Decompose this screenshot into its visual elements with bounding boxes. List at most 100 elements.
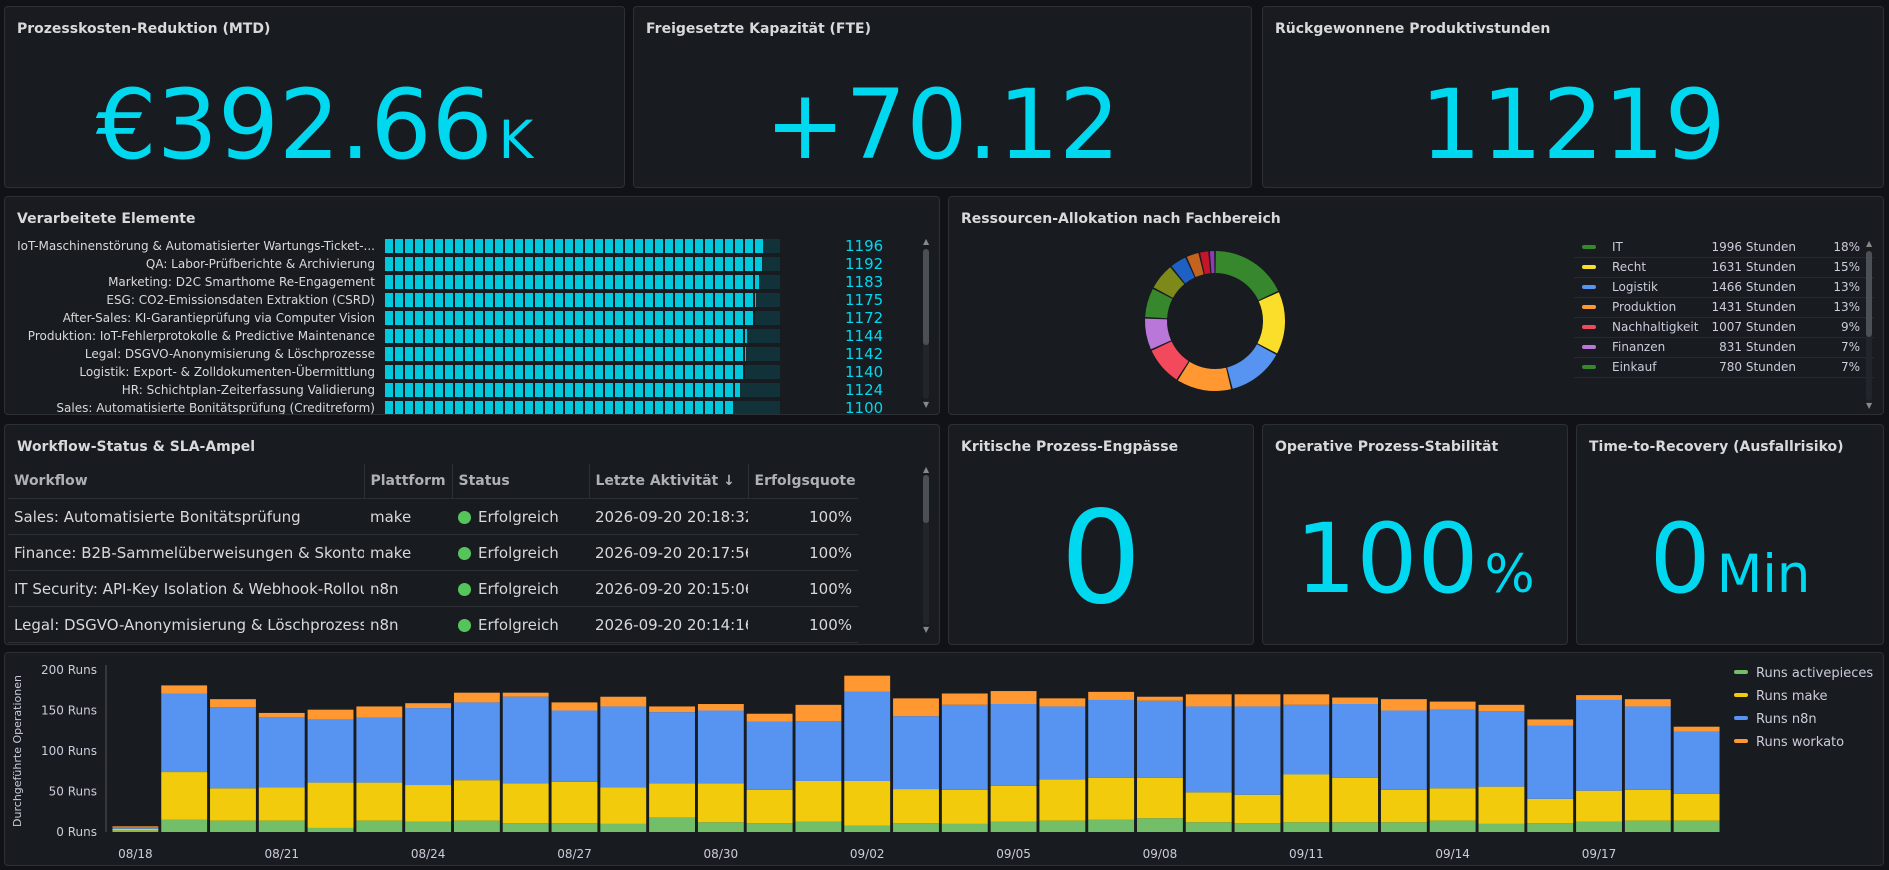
legend-item-n8n[interactable]: Runs n8n [1734,712,1817,727]
bar-segment[interactable] [1429,820,1476,832]
bar-segment[interactable] [844,825,891,832]
bar-segment[interactable] [600,706,647,788]
donut-slice[interactable] [1151,341,1189,380]
scrollbar[interactable] [923,249,929,399]
table-row[interactable]: Sales: Automatisierte Bonitätsprüfung ma… [8,498,858,535]
bar-segment[interactable] [1039,706,1086,780]
bar-segment[interactable] [1283,694,1330,705]
donut-slice[interactable] [1177,361,1232,391]
bar-segment[interactable] [1673,793,1720,821]
bar-segment[interactable] [1332,777,1379,823]
bar-segment[interactable] [1380,789,1427,823]
bar-segment[interactable] [1576,821,1622,832]
bar-segment[interactable] [746,713,793,722]
bar-segment[interactable] [893,698,939,717]
bar-segment[interactable] [356,717,403,783]
bar-segment[interactable] [405,785,452,822]
bar-segment[interactable] [1380,822,1427,832]
bar-segment[interactable] [1624,699,1671,707]
bar-segment[interactable] [990,691,1037,705]
bar-segment[interactable] [795,821,842,832]
bar-segment[interactable] [893,716,939,790]
scroll-up-icon[interactable]: ▲ [923,465,930,474]
bar-segment[interactable] [941,789,988,824]
bar-segment[interactable] [551,823,598,832]
bar-segment[interactable] [649,817,695,832]
bar-segment[interactable] [307,719,354,783]
bar-segment[interactable] [551,702,598,711]
bar-segment[interactable] [1527,719,1574,726]
bar-segment[interactable] [1429,701,1476,710]
scroll-up-icon[interactable]: ▲ [923,237,930,246]
donut-slice[interactable] [1227,344,1277,389]
bar-segment[interactable] [697,783,744,823]
bar-segment[interactable] [746,789,793,824]
bar-segment[interactable] [600,787,647,824]
donut-slice[interactable] [1209,251,1215,274]
legend-row[interactable]: Einkauf 780 Stunden 7% [1574,357,1874,378]
bar-segment[interactable] [1185,822,1232,832]
bar-segment[interactable] [356,706,403,718]
bar-segment[interactable] [795,704,842,722]
bar-segment[interactable] [1234,694,1281,707]
bar-segment[interactable] [746,823,793,832]
bar-segment[interactable] [1332,697,1379,705]
scroll-down-icon[interactable]: ▼ [1866,401,1873,410]
bar-segment[interactable] [405,708,452,786]
bar-segment[interactable] [1527,823,1574,832]
bar-segment[interactable] [1185,706,1232,793]
bar-segment[interactable] [1137,700,1183,778]
donut-slice[interactable] [1215,251,1279,301]
scrollbar[interactable] [923,475,929,625]
bar-segment[interactable] [502,696,549,784]
bar-segment[interactable] [405,821,452,832]
bar-segment[interactable] [356,782,403,821]
bar-segment[interactable] [453,820,500,832]
bar-segment[interactable] [1332,822,1379,832]
legend-row[interactable]: Finanzen 831 Stunden 7% [1574,337,1874,358]
bar-segment[interactable] [600,823,647,832]
bar-segment[interactable] [649,712,695,784]
column-workflow[interactable]: Workflow [8,464,365,499]
bar-segment[interactable] [893,823,939,832]
bar-segment[interactable] [502,823,549,832]
scrollbar[interactable] [1866,251,1872,401]
bar-segment[interactable] [258,712,305,717]
bar-segment[interactable] [258,787,305,821]
bar-segment[interactable] [453,692,500,703]
column-success-rate[interactable]: Erfolgsquote [748,464,858,499]
donut-slice[interactable] [1153,267,1185,298]
bar-segment[interactable] [1234,706,1281,795]
bar-segment[interactable] [1673,731,1720,794]
bar-segment[interactable] [941,693,988,705]
bar-segment[interactable] [1088,691,1135,700]
bar-segment[interactable] [1088,777,1135,820]
bar-segment[interactable] [502,783,549,824]
bar-segment[interactable] [697,710,744,784]
legend-row[interactable]: Recht 1631 Stunden 15% [1574,257,1874,278]
bar-segment[interactable] [1039,779,1086,821]
legend-row[interactable]: Nachhaltigkeit 1007 Stunden 9% [1574,317,1874,338]
bar-segment[interactable] [1137,696,1183,701]
bar-segment[interactable] [1429,788,1476,821]
bar-segment[interactable] [893,789,939,824]
bar-segment[interactable] [844,675,891,692]
bar-segment[interactable] [112,827,159,829]
bar-segment[interactable] [1039,820,1086,832]
bar-segment[interactable] [161,819,208,832]
table-row[interactable]: IT Security: API-Key Isolation & Webhook… [8,570,858,607]
donut-slice[interactable] [1186,252,1204,278]
bar-segment[interactable] [453,780,500,821]
bar-segment[interactable] [697,822,744,832]
bar-segment[interactable] [941,823,988,832]
bar-segment[interactable] [161,693,208,773]
column-platform[interactable]: Plattform [364,464,453,499]
legend-item-activepieces[interactable]: Runs activepieces [1734,666,1873,681]
bar-segment[interactable] [356,820,403,832]
bar-segment[interactable] [112,826,159,828]
bar-segment[interactable] [1478,704,1525,712]
bar-segment[interactable] [1624,706,1671,790]
bar-segment[interactable] [1527,798,1574,824]
bar-segment[interactable] [600,696,647,707]
bar-segment[interactable] [795,721,842,781]
